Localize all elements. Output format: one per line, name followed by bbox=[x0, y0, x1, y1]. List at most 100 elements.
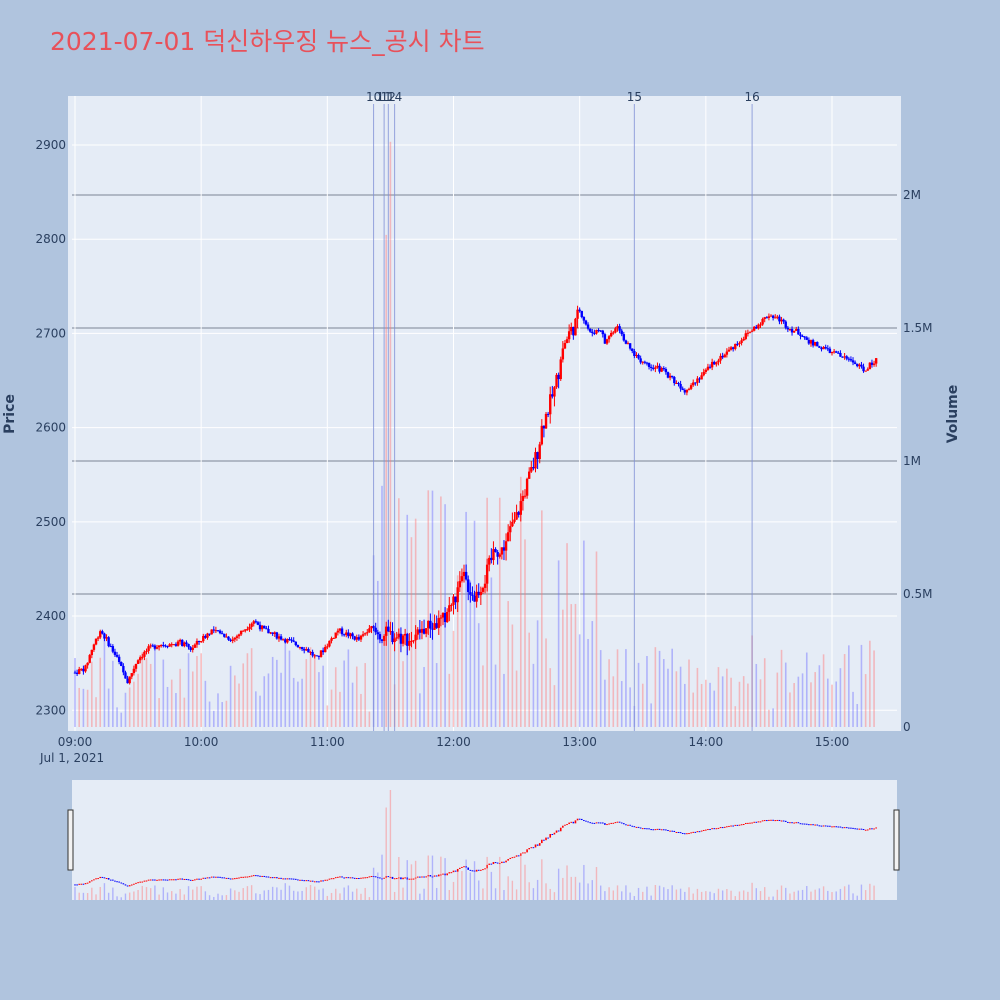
candle-body bbox=[178, 639, 182, 642]
candle-body bbox=[664, 369, 668, 373]
slider-candle bbox=[547, 837, 549, 839]
slider-volume-bar bbox=[730, 890, 732, 900]
slider-volume-bar bbox=[356, 888, 358, 900]
slider-candle bbox=[639, 827, 642, 829]
candle-body bbox=[109, 646, 112, 648]
candle-body bbox=[588, 328, 592, 332]
slider-candle bbox=[690, 832, 692, 834]
candle-body bbox=[88, 655, 91, 663]
range-slider-handle-left[interactable] bbox=[67, 809, 74, 871]
candle-body bbox=[803, 336, 806, 338]
candle-body bbox=[281, 639, 285, 641]
slider-volume-bar bbox=[347, 885, 350, 900]
slider-candle bbox=[307, 880, 310, 882]
candle-body bbox=[502, 547, 506, 551]
slider-candle bbox=[414, 877, 417, 879]
candle-body bbox=[235, 636, 239, 638]
volume-bar bbox=[654, 647, 657, 727]
candle-body bbox=[225, 636, 228, 638]
volume-bar bbox=[805, 652, 808, 727]
volume-bar bbox=[339, 691, 341, 727]
slider-candle bbox=[379, 877, 381, 879]
slider-candle bbox=[570, 821, 573, 823]
volume-bar bbox=[583, 540, 585, 727]
candle-body bbox=[250, 623, 253, 627]
volume-bar bbox=[452, 630, 455, 727]
candle-body bbox=[521, 495, 525, 502]
range-slider-preview bbox=[74, 790, 877, 900]
slider-candle bbox=[212, 876, 215, 878]
slider-volume-bar bbox=[503, 890, 505, 900]
candle-body bbox=[214, 630, 218, 632]
slider-volume-bar bbox=[116, 896, 118, 900]
candle-body bbox=[639, 358, 642, 363]
candle-body bbox=[820, 347, 823, 350]
slider-candle bbox=[76, 884, 78, 886]
slider-candle bbox=[789, 822, 791, 824]
candle-body bbox=[176, 641, 180, 646]
candle-body bbox=[263, 625, 266, 629]
candle-body bbox=[73, 672, 77, 674]
price-tick-label: 2600 bbox=[35, 421, 66, 435]
volume-bar bbox=[166, 686, 169, 727]
candle-body bbox=[725, 351, 729, 355]
volume-bar bbox=[427, 490, 430, 727]
range-slider-handle-right[interactable] bbox=[893, 809, 900, 871]
slider-volume-bar bbox=[494, 888, 497, 900]
candle-body bbox=[347, 632, 350, 637]
slider-volume-bar bbox=[827, 890, 829, 900]
slider-candle bbox=[755, 821, 758, 823]
slider-volume-bar bbox=[562, 877, 564, 900]
volume-bar bbox=[536, 620, 539, 727]
slider-volume-bar bbox=[431, 855, 434, 900]
volume-bar bbox=[721, 676, 724, 727]
volume-bar bbox=[103, 637, 106, 727]
slider-candle bbox=[175, 879, 177, 881]
slider-volume-bar bbox=[654, 884, 657, 900]
candle-body bbox=[755, 326, 758, 329]
candle-body bbox=[456, 587, 459, 603]
candle-body bbox=[654, 367, 657, 369]
slider-candle bbox=[217, 876, 219, 878]
slider-candle bbox=[377, 877, 379, 879]
candle-body bbox=[336, 630, 340, 633]
candle-body bbox=[187, 644, 190, 648]
slider-candle bbox=[294, 878, 297, 880]
event-label: 15 bbox=[627, 90, 642, 104]
volume-bar bbox=[158, 698, 160, 727]
candle-body bbox=[193, 644, 197, 648]
slider-candle bbox=[715, 828, 718, 830]
candle-body bbox=[136, 660, 140, 664]
candle-body bbox=[305, 649, 308, 651]
volume-bar bbox=[82, 688, 85, 727]
slider-volume-bar bbox=[124, 893, 127, 900]
volume-bar bbox=[679, 666, 682, 727]
candle-body bbox=[597, 329, 600, 331]
slider-candle bbox=[711, 828, 713, 830]
candle-body bbox=[668, 375, 672, 378]
slider-candle bbox=[288, 878, 291, 880]
slider-candle bbox=[784, 820, 787, 822]
slider-candle bbox=[198, 878, 200, 880]
candle-body bbox=[774, 317, 777, 319]
slider-candle bbox=[555, 830, 558, 833]
candle-body bbox=[277, 636, 281, 639]
candle-body bbox=[643, 361, 647, 363]
slider-volume-bar bbox=[856, 895, 858, 900]
candle-body bbox=[763, 317, 766, 319]
candle-body bbox=[117, 656, 121, 662]
slider-volume-bar bbox=[621, 891, 623, 900]
slider-candle bbox=[448, 872, 451, 874]
volume-bar bbox=[179, 668, 181, 727]
candle-body bbox=[191, 647, 194, 650]
slider-candle bbox=[168, 879, 171, 881]
slider-candle bbox=[587, 821, 589, 823]
volume-tick-label: 0 bbox=[903, 720, 911, 734]
slider-candle bbox=[208, 877, 211, 879]
slider-candle bbox=[612, 822, 615, 824]
candle-body bbox=[641, 361, 644, 363]
slider-volume-bar bbox=[549, 888, 551, 900]
volume-bar bbox=[734, 706, 737, 727]
candle-body bbox=[534, 452, 537, 469]
slider-candle bbox=[665, 829, 667, 831]
